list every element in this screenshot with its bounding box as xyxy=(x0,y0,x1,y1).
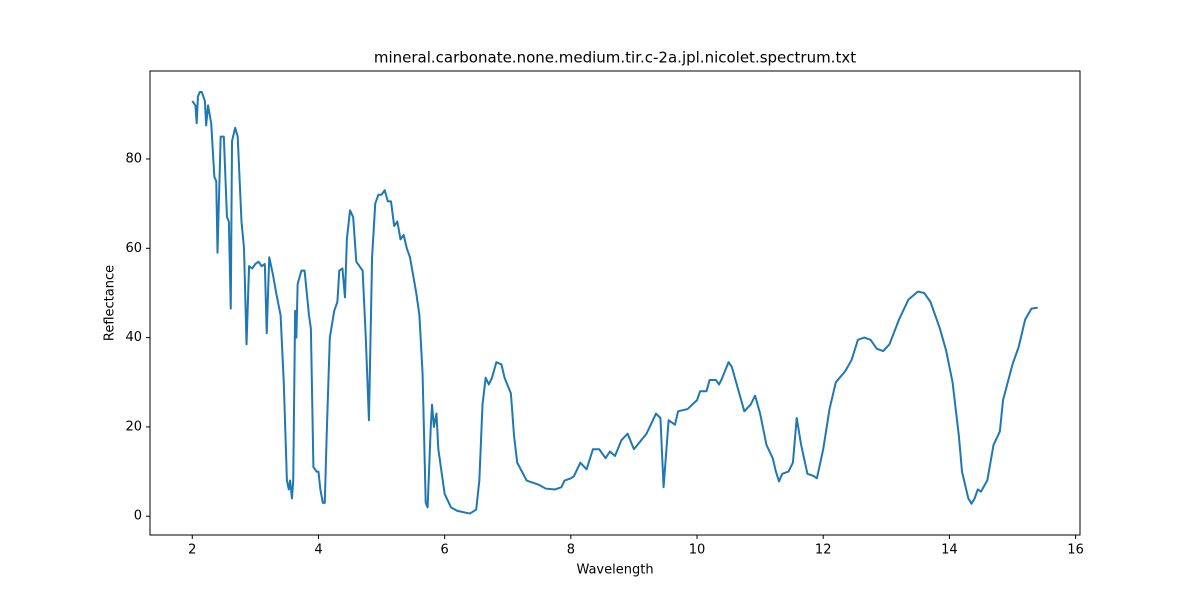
y-tick-label: 60 xyxy=(125,241,142,256)
x-tick-label: 10 xyxy=(689,543,706,558)
x-tick-label: 6 xyxy=(441,543,449,558)
x-tick-label: 12 xyxy=(815,543,832,558)
y-tick-label: 80 xyxy=(125,151,142,166)
x-tick-label: 2 xyxy=(188,543,196,558)
x-axis-label: Wavelength xyxy=(576,563,653,578)
y-tick-label: 40 xyxy=(125,330,142,345)
y-axis-label: Reflectance xyxy=(103,265,118,341)
x-tick-label: 14 xyxy=(941,543,958,558)
plot-frame xyxy=(149,70,1081,536)
x-tick-label: 16 xyxy=(1067,543,1084,558)
y-tick-label: 0 xyxy=(134,509,142,524)
x-tick-label: 8 xyxy=(567,543,575,558)
data-line xyxy=(191,90,1038,515)
y-tick-label: 20 xyxy=(125,419,142,434)
chart-title: mineral.carbonate.none.medium.tir.c-2a.j… xyxy=(374,49,856,67)
x-tick-label: 4 xyxy=(314,543,322,558)
